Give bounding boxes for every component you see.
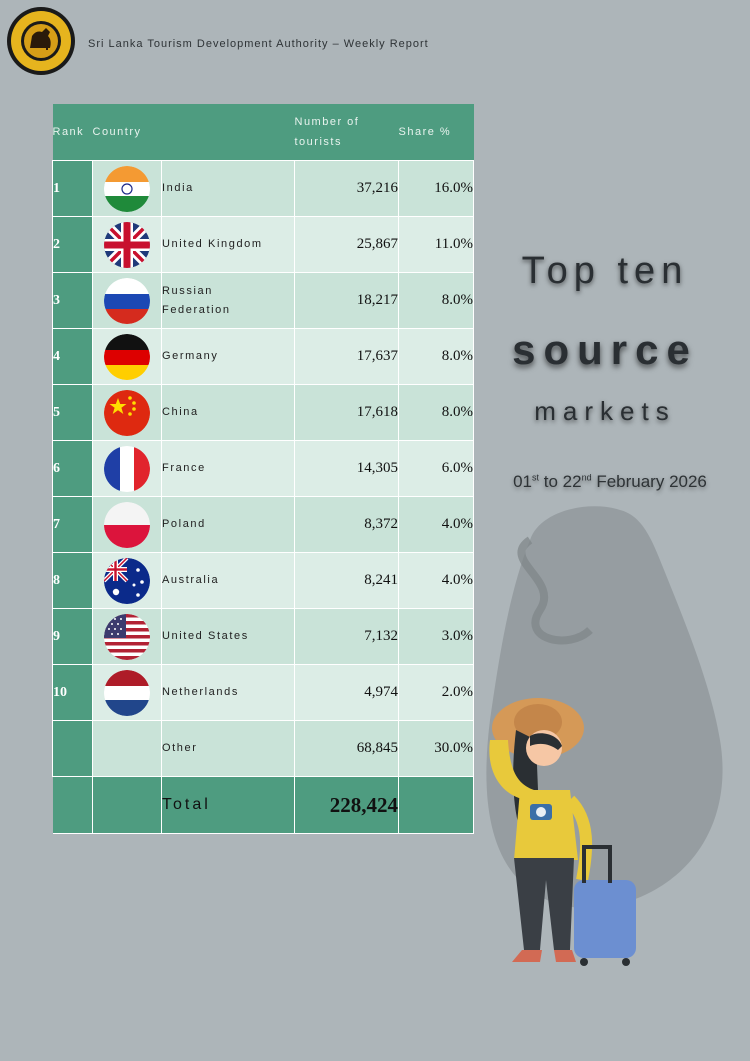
share-cell: 3.0% xyxy=(398,608,474,665)
table-row: 9 xyxy=(52,608,474,665)
russia-flag-icon xyxy=(104,277,150,324)
tourist-count-cell: 68,845 xyxy=(294,720,399,777)
country-cell: China xyxy=(161,384,295,441)
sltda-logo-icon xyxy=(7,7,75,75)
country-cell: Netherlands xyxy=(161,664,295,721)
other-row: Other 68,845 30.0% xyxy=(52,720,474,777)
rank-cell: 8 xyxy=(52,552,93,609)
report-header: Sri Lanka Tourism Development Authority … xyxy=(0,0,750,90)
australia-flag-icon xyxy=(104,557,150,604)
share-cell: 6.0% xyxy=(398,440,474,497)
rank-cell: 6 xyxy=(52,440,93,497)
share-cell: 8.0% xyxy=(398,272,474,329)
germany-flag-icon xyxy=(104,333,150,380)
table-row: 3 Russian Federation 18,217 8.0% xyxy=(52,272,474,329)
tourist-count-cell: 4,974 xyxy=(294,664,399,721)
share-cell: 2.0% xyxy=(398,664,474,721)
title-line-3: markets xyxy=(534,396,676,426)
tourist-count-cell: 8,372 xyxy=(294,496,399,553)
table-row: 1 India 37,216 16.0% xyxy=(52,160,474,217)
decorative-swirl xyxy=(517,536,593,645)
country-cell: Other xyxy=(161,720,295,777)
report-title: Sri Lanka Tourism Development Authority … xyxy=(88,38,429,50)
table-row: 8 xyxy=(52,552,474,609)
tourist-count-cell: 8,241 xyxy=(294,552,399,609)
table-row: 2 United Kingdom 25,867 11 xyxy=(52,216,474,273)
number-header: Number of tourists xyxy=(294,104,399,161)
rank-cell: 10 xyxy=(52,664,93,721)
share-cell: 30.0% xyxy=(398,720,474,777)
share-cell: 8.0% xyxy=(398,384,474,441)
tourist-count-cell: 18,217 xyxy=(294,272,399,329)
uk-flag-icon xyxy=(104,221,150,268)
title-line-2: source xyxy=(512,326,698,373)
country-cell: France xyxy=(161,440,295,497)
netherlands-flag-icon xyxy=(104,669,150,716)
rank-cell: 9 xyxy=(52,608,93,665)
tourist-count-cell: 7,132 xyxy=(294,608,399,665)
rank-cell: 2 xyxy=(52,216,93,273)
country-line1: Russian xyxy=(162,284,213,297)
country-cell: Australia xyxy=(161,552,295,609)
tourist-count-cell: 17,618 xyxy=(294,384,399,441)
country-cell: Poland xyxy=(161,496,295,553)
tourist-count-cell: 37,216 xyxy=(294,160,399,217)
rank-cell: 1 xyxy=(52,160,93,217)
country-header: Country xyxy=(92,104,295,161)
table-row: 5 China 17,618 8.0% xyxy=(52,384,474,441)
table-row: 6 France 14,305 6.0% xyxy=(52,440,474,497)
number-header-line1: Number of xyxy=(294,116,360,128)
number-header-line2: tourists xyxy=(294,136,342,148)
france-flag-icon xyxy=(104,445,150,492)
share-cell: 4.0% xyxy=(398,496,474,553)
tourist-count-cell: 14,305 xyxy=(294,440,399,497)
table-row: 4 Germany 17,637 8.0% xyxy=(52,328,474,385)
country-cell: Russian Federation xyxy=(161,272,295,329)
total-label: Total xyxy=(161,776,295,834)
usa-flag-icon xyxy=(104,613,150,660)
india-flag-icon xyxy=(104,165,150,212)
traveler-woman-icon xyxy=(489,698,636,966)
table-header-row: Rank Country Number of tourists Share % xyxy=(52,104,474,161)
share-cell: 11.0% xyxy=(398,216,474,273)
table-row: 10 Netherlands 4,974 2.0% xyxy=(52,664,474,721)
title-line-1: Top ten xyxy=(521,250,689,292)
rank-cell: 5 xyxy=(52,384,93,441)
traveler-illustration xyxy=(486,506,723,966)
total-row: Total 228,424 xyxy=(52,776,474,834)
country-cell: India xyxy=(161,160,295,217)
china-flag-icon xyxy=(104,389,150,436)
tourist-count-cell: 17,637 xyxy=(294,328,399,385)
share-cell: 16.0% xyxy=(398,160,474,217)
rank-cell: 3 xyxy=(52,272,93,329)
rank-header: Rank xyxy=(52,104,93,161)
tourist-count-cell: 25,867 xyxy=(294,216,399,273)
total-count: 228,424 xyxy=(294,776,399,834)
poland-flag-icon xyxy=(104,501,150,548)
country-cell: United States xyxy=(161,608,295,665)
date-range: 01st to 22nd February 2026 xyxy=(513,472,707,491)
country-cell: United Kingdom xyxy=(161,216,295,273)
share-header: Share % xyxy=(398,104,474,161)
share-cell: 8.0% xyxy=(398,328,474,385)
table-row: 7 Poland 8,372 4.0% xyxy=(52,496,474,553)
country-cell: Germany xyxy=(161,328,295,385)
country-line2: Federation xyxy=(162,303,231,316)
source-markets-table: Rank Country Number of tourists Share % … xyxy=(52,104,474,834)
rank-cell: 7 xyxy=(52,496,93,553)
rank-cell: 4 xyxy=(52,328,93,385)
share-cell: 4.0% xyxy=(398,552,474,609)
